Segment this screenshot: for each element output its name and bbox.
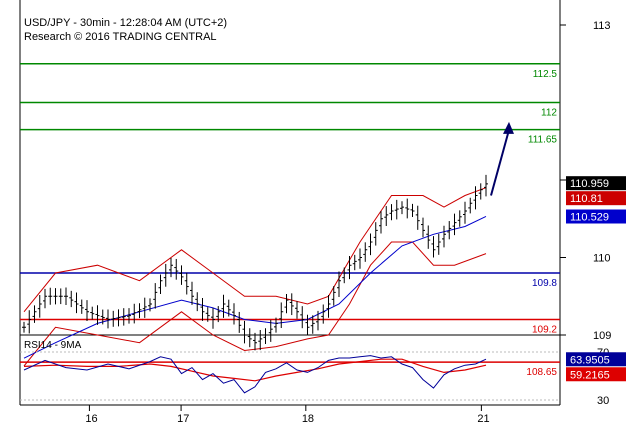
level-label: 109.2 <box>532 325 557 336</box>
rsi-title: RSI14 - 9MA <box>24 340 82 351</box>
time-tick-label: 16 <box>85 413 97 425</box>
level-label: 108.65 <box>526 367 557 378</box>
level-label: 112.5 <box>533 69 558 80</box>
time-tick-label: 21 <box>477 413 489 425</box>
rsi-panel <box>20 351 560 401</box>
horizontal-levels: 112.5 112 111.65 109.8 109.2 108.65 <box>20 62 560 378</box>
badge-label: 59.2165 <box>570 369 610 381</box>
arrow-head <box>503 121 514 134</box>
price-tick-label: 110 <box>593 253 611 265</box>
level-label: 111.65 <box>528 135 558 146</box>
rsi-ma-line <box>23 358 487 382</box>
level-label: 109.8 <box>532 278 557 289</box>
badge-rsi-ma <box>566 367 626 382</box>
badge-label: 63.9505 <box>570 354 610 366</box>
arrow-shaft <box>490 129 510 196</box>
badge-label: 110.81 <box>570 193 603 205</box>
axis-ticks: 113111110109703016171821 <box>85 20 611 425</box>
badge-bollinger-upper <box>566 191 626 206</box>
axis-badges: 110.959 110.81 110.529 63.9505 59.2165 <box>566 176 626 382</box>
badge-last-price <box>566 176 626 191</box>
level-label: 112 <box>541 108 557 119</box>
price-bars <box>22 174 488 351</box>
chart-header-line2: Research © 2016 TRADING CENTRAL <box>24 31 217 43</box>
time-tick-label: 17 <box>177 413 189 425</box>
time-tick-label: 18 <box>302 413 314 425</box>
target-arrow <box>490 121 514 196</box>
chart-header-line1: USD/JPY - 30min - 12:28:04 AM (UTC+2) <box>24 17 227 29</box>
bollinger-lower-line <box>23 241 487 367</box>
rsi-tick-label: 30 <box>597 395 609 407</box>
price-tick-label: 109 <box>593 330 611 342</box>
bollinger-upper-line <box>23 187 487 313</box>
badge-label: 110.959 <box>570 178 609 190</box>
badge-label: 110.529 <box>570 212 609 224</box>
rsi-line <box>23 355 487 394</box>
badge-rsi <box>566 352 626 367</box>
badge-moving-average <box>566 209 626 224</box>
price-tick-label: 113 <box>593 20 611 32</box>
